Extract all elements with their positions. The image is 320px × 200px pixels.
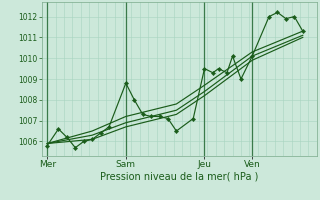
X-axis label: Pression niveau de la mer( hPa ): Pression niveau de la mer( hPa ) [100, 172, 258, 182]
